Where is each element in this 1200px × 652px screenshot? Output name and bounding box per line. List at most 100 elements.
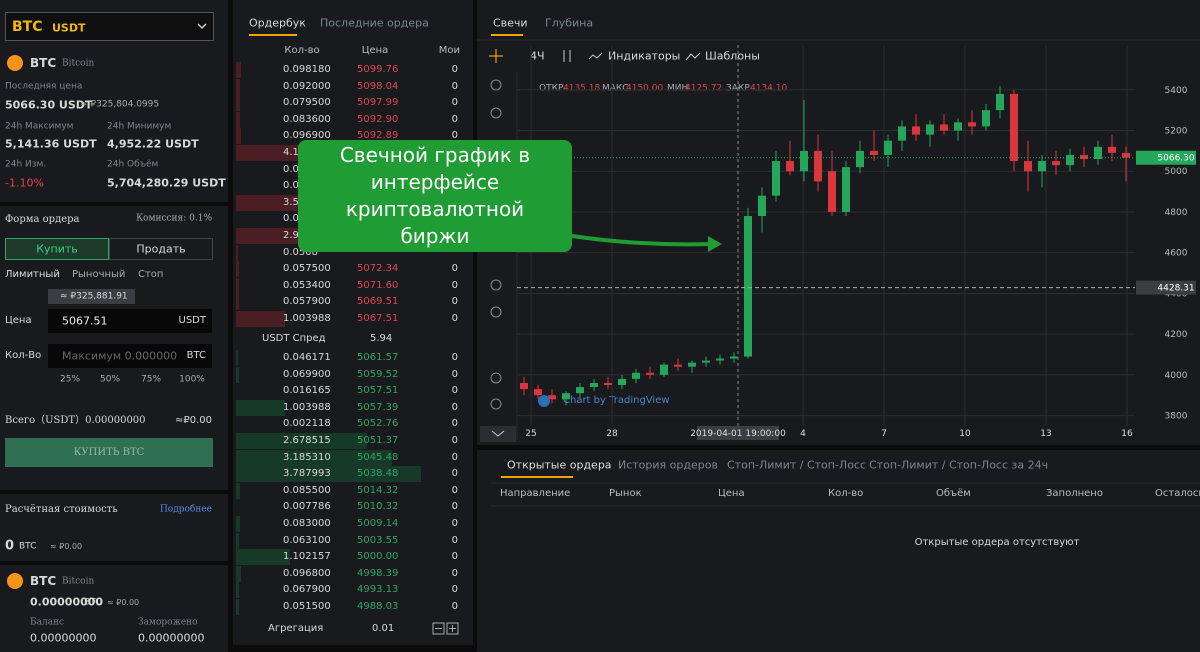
- column-header: Кол-во: [828, 488, 864, 499]
- label: USDT Спред: [262, 333, 326, 344]
- column-header: Цена: [718, 488, 745, 499]
- x-tick-label: 16: [1121, 429, 1133, 439]
- tab[interactable]: Глубина: [545, 16, 594, 30]
- label[interactable]: Подробнее: [159, 504, 212, 515]
- label[interactable]: Индикаторы: [608, 49, 681, 63]
- candle-body: [996, 93, 1004, 111]
- depth-bar: [236, 261, 239, 278]
- mine: 0: [451, 584, 458, 596]
- qty: 0.096900: [283, 130, 331, 142]
- label: 24h Объём: [107, 159, 159, 170]
- column-header: Направление: [500, 488, 571, 499]
- tool-icon: [490, 79, 502, 91]
- price: 5057.51: [357, 385, 399, 397]
- x-tick-label: 2019-04-01 19:00:00: [690, 429, 786, 439]
- candle-body: [1080, 154, 1088, 160]
- price: 5092.90: [357, 113, 399, 125]
- candle-body: [702, 360, 710, 363]
- sell-tab[interactable]: [109, 238, 213, 260]
- tab[interactable]: Свечи: [493, 16, 528, 30]
- qty: 0.053400: [283, 279, 331, 291]
- pair-quote: USDT: [52, 21, 86, 35]
- y-tick-label: 4200: [1165, 330, 1188, 340]
- percent[interactable]: 25%: [59, 374, 81, 385]
- label: 0.00000000: [138, 631, 205, 645]
- mine: 0: [451, 80, 458, 92]
- percent[interactable]: 100%: [179, 374, 205, 385]
- depth-bar: [236, 111, 241, 128]
- price: 5097.99: [357, 97, 399, 109]
- candle-body: [1052, 161, 1060, 166]
- tool-icon: [490, 107, 502, 119]
- price: 5003.55: [357, 534, 399, 546]
- tab[interactable]: Ордербук: [249, 16, 306, 30]
- tab[interactable]: История ордеров: [618, 458, 718, 472]
- price-input[interactable]: [48, 309, 212, 333]
- order-type[interactable]: Стоп: [138, 269, 164, 280]
- candle-body: [646, 372, 654, 375]
- tool-icon: [490, 279, 502, 291]
- depth-bar: [236, 244, 239, 261]
- price-tag-label: 5066.30: [1157, 154, 1194, 164]
- depth-bar: [236, 582, 240, 599]
- separator: [0, 490, 228, 494]
- price-tag-label: 4428.31: [1157, 284, 1194, 294]
- qty: 0.0: [283, 163, 299, 175]
- y-tick-label: 4800: [1165, 208, 1188, 218]
- column-header: Рынок: [609, 488, 642, 499]
- label: 24h Минимум: [107, 121, 172, 132]
- qty: 0.098180: [283, 64, 331, 75]
- label: 5,704,280.29 USDT: [107, 176, 226, 190]
- label: Кол-во: [284, 45, 320, 56]
- label[interactable]: КУПИТЬ BTC: [73, 447, 145, 458]
- mine: 0: [451, 418, 458, 430]
- price: 5069.51: [357, 296, 399, 308]
- candle-body: [730, 356, 738, 359]
- label[interactable]: Продать: [136, 242, 186, 256]
- depth-bar: [236, 516, 241, 532]
- mine: 0: [451, 451, 458, 463]
- watermark: Chart by TradingView: [563, 395, 670, 406]
- pair-select[interactable]: [5, 12, 214, 41]
- mine: 0: [451, 296, 458, 308]
- label: 0.01: [372, 623, 395, 634]
- label[interactable]: 4Ч: [530, 49, 545, 63]
- label[interactable]: Купить: [36, 242, 78, 256]
- qty: 0.0: [283, 213, 299, 225]
- tab[interactable]: Стоп-Лимит / Стоп-Лосс: [727, 458, 867, 472]
- order-type[interactable]: Лимитный: [5, 269, 60, 280]
- label[interactable]: Шаблоны: [705, 49, 760, 63]
- price: 5059.52: [357, 368, 399, 380]
- candle-body: [632, 372, 640, 379]
- label: ≈ ₽325,881.91: [60, 291, 128, 302]
- qty-input[interactable]: [48, 344, 212, 368]
- label: МИН: [667, 83, 689, 94]
- submit-button[interactable]: [5, 438, 213, 467]
- label: 4135.18: [563, 83, 601, 94]
- candle-body: [968, 122, 976, 127]
- mine: 0: [451, 518, 458, 529]
- buy-tab[interactable]: [5, 238, 109, 260]
- percent[interactable]: 50%: [99, 374, 121, 385]
- order-type[interactable]: Рыночный: [72, 269, 126, 280]
- coin-icon: [7, 573, 23, 589]
- price: 5014.32: [357, 484, 399, 496]
- tab[interactable]: Последние ордера: [320, 16, 429, 30]
- candle-body: [982, 110, 990, 127]
- qty: 0.051500: [283, 601, 331, 612]
- label: 4,952.22 USDT: [107, 137, 199, 151]
- depth-bar: [236, 449, 392, 466]
- tab[interactable]: Открытые ордера: [507, 458, 612, 472]
- qty: 0.057500: [283, 263, 331, 275]
- tool-icon: [490, 306, 502, 318]
- percent[interactable]: 75%: [140, 374, 162, 385]
- tab[interactable]: Стоп-Лимит / Стоп-Лосс за 24ч: [869, 458, 1049, 472]
- qty: 0.046171: [283, 352, 331, 363]
- depth-bar: [236, 565, 241, 582]
- depth-bar: [236, 599, 239, 615]
- qty: 0.016165: [283, 385, 331, 397]
- tooltip: [48, 289, 135, 304]
- depth-bar: [236, 350, 239, 366]
